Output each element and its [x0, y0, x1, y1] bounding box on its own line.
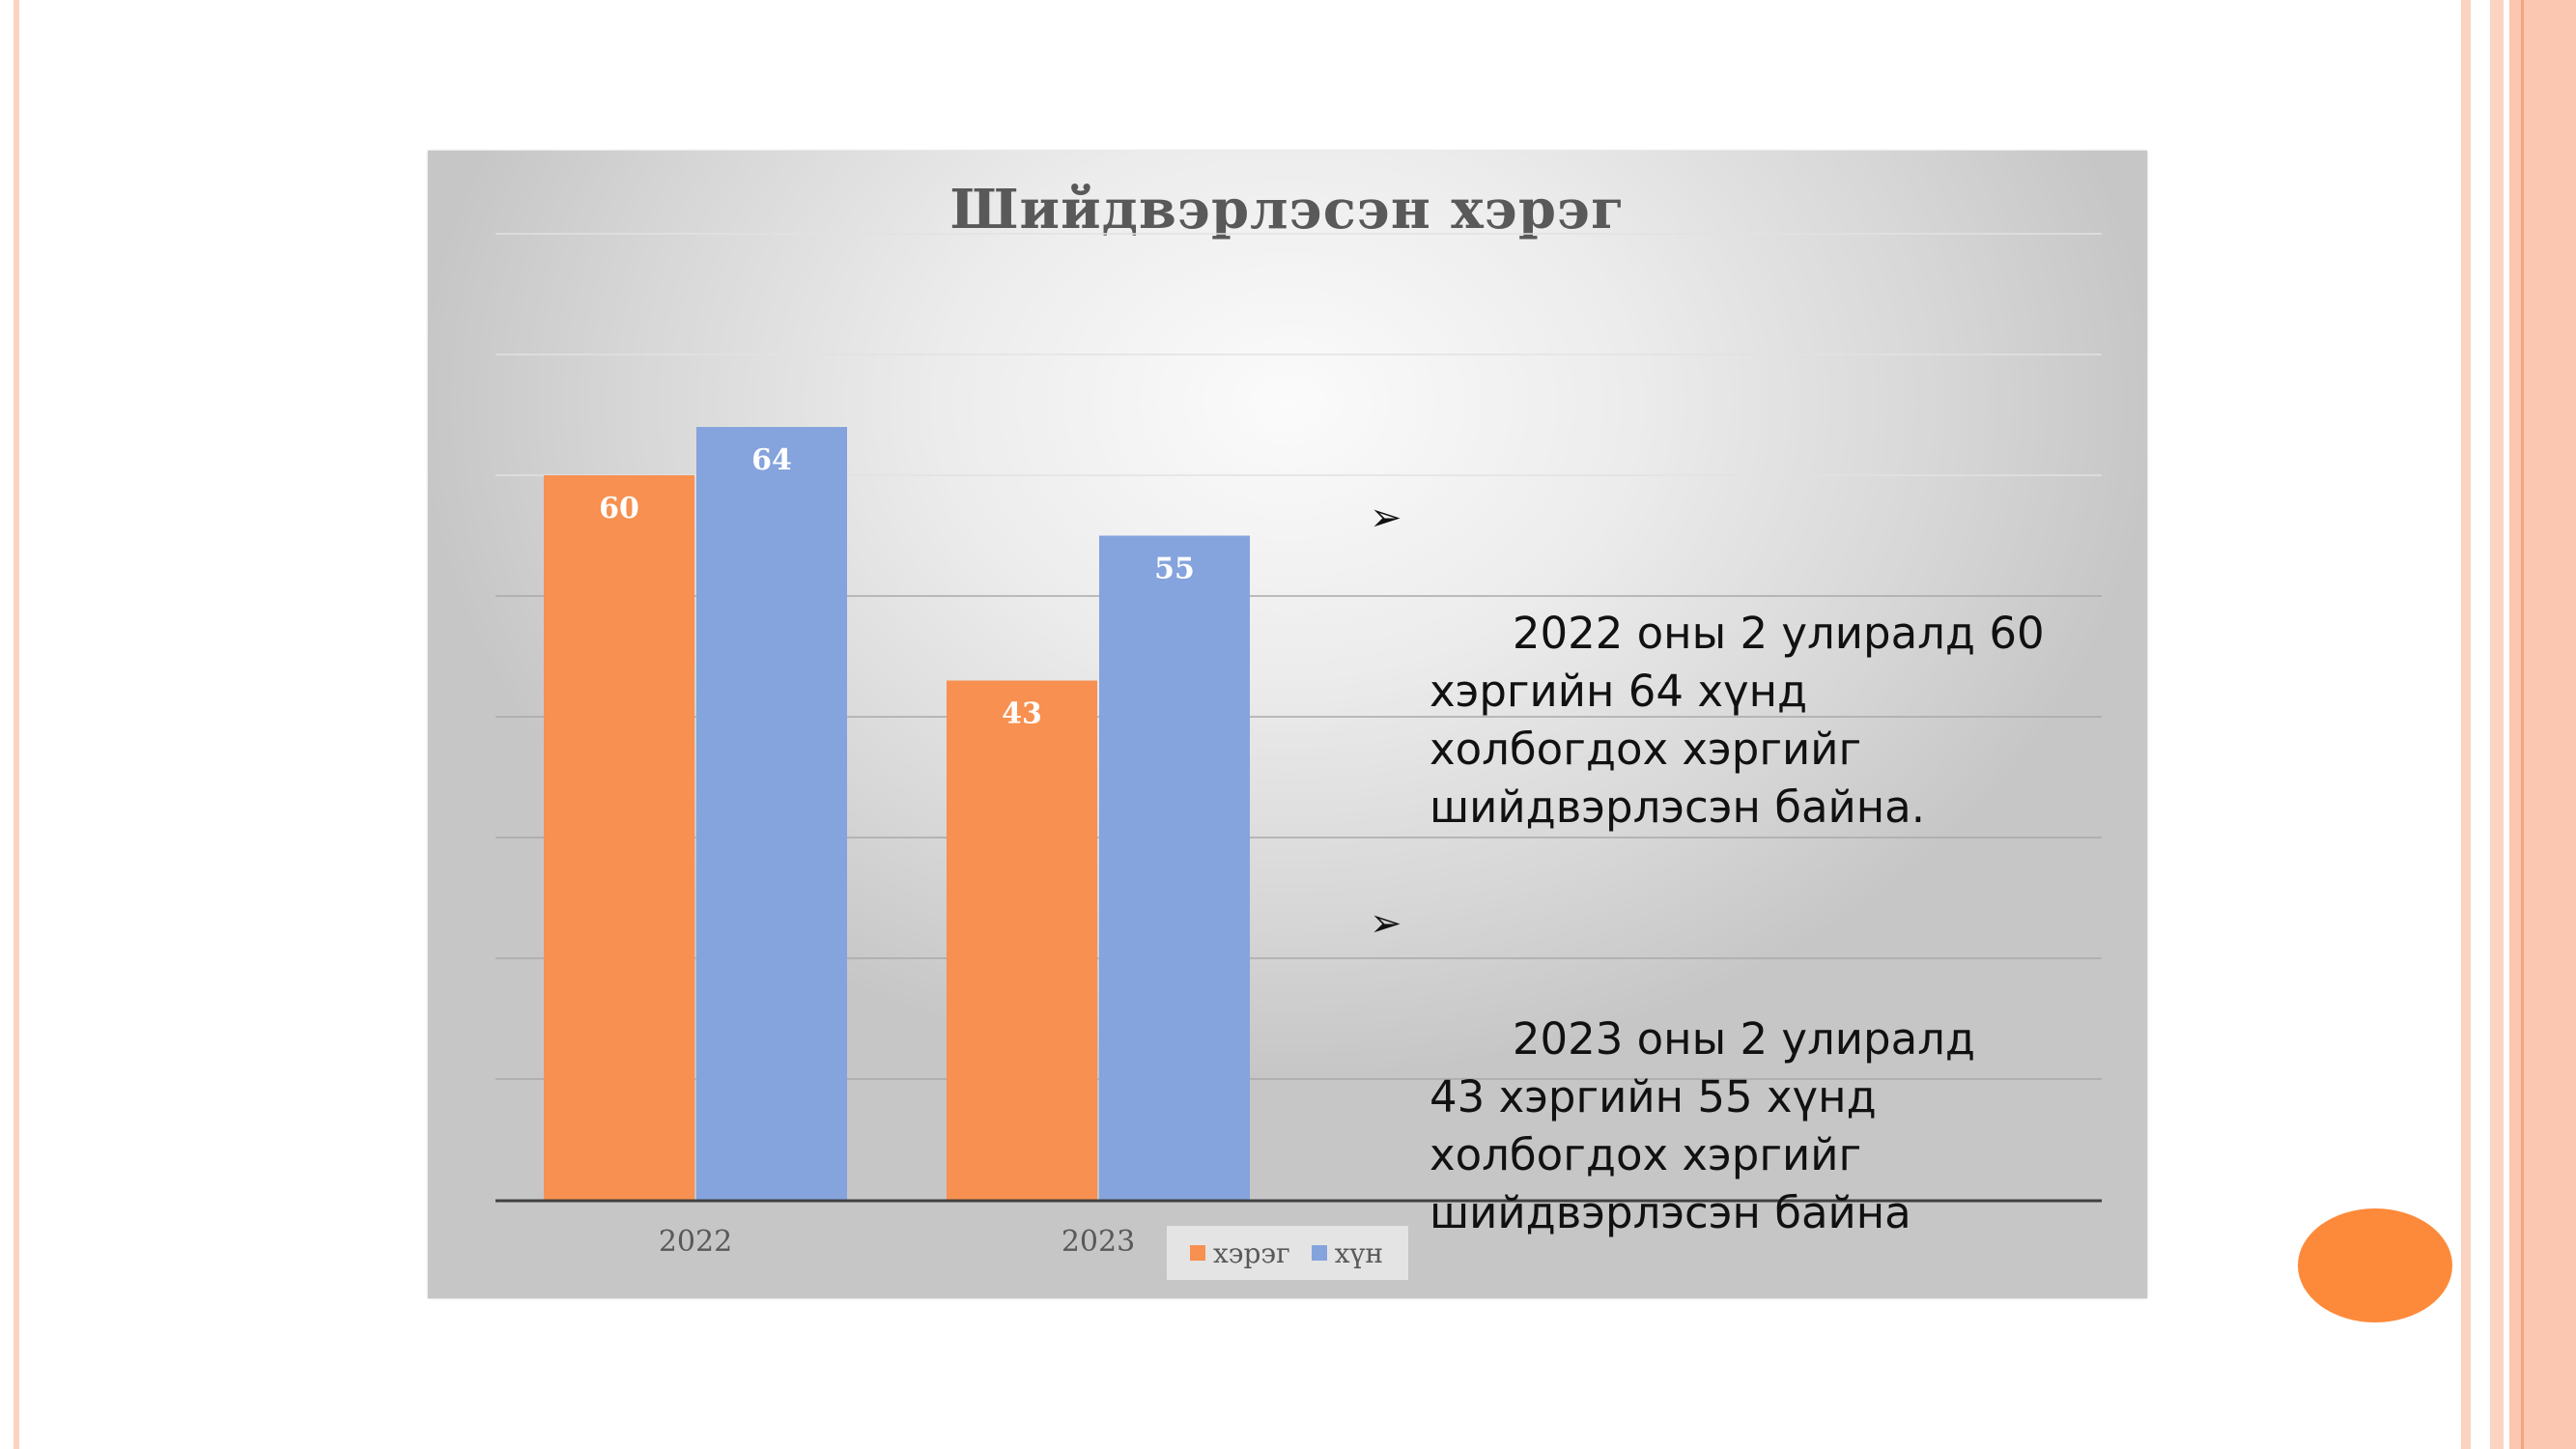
legend-item-series-1: хэрэг — [1190, 1237, 1290, 1269]
legend-item-series-2: хүн — [1311, 1236, 1384, 1269]
bar-2023-series-2 — [1099, 535, 1250, 1200]
accent-circle — [2298, 1208, 2452, 1322]
legend-swatch-series-2 — [1311, 1245, 1327, 1261]
note-item: ➢ 2023 оны 2 улиралд 43 хэргийн 55 хүнд … — [1370, 895, 2046, 1300]
legend-label-series-2: хүн — [1334, 1236, 1384, 1269]
x-tick-label: 2022 — [659, 1225, 732, 1259]
arrow-bullet-icon: ➢ — [1370, 496, 1402, 540]
data-label: 55 — [1154, 553, 1195, 586]
chart-title: Шийдвэрлэсэн хэрэг — [949, 178, 1626, 242]
bar-2022-series-1 — [544, 475, 694, 1200]
arrow-bullet-icon: ➢ — [1370, 901, 1402, 946]
summary-notes: ➢ 2022 оны 2 улиралд 60 хэргийн 64 хүнд … — [1370, 489, 2046, 1300]
bar-2022-series-2 — [696, 427, 847, 1200]
right-border-stripe-3 — [2509, 0, 2576, 1449]
data-label: 60 — [599, 492, 639, 526]
data-label: 43 — [1002, 697, 1042, 731]
chart-frame: Шийдвэрлэсэн хэрэг 60 64 2022 43 55 2023 хэрэ… — [428, 151, 2147, 1298]
x-tick-label: 2023 — [1062, 1225, 1135, 1259]
chart-legend: хэрэг хүн — [1167, 1226, 1408, 1280]
note-text: 2023 оны 2 улиралд 43 хэргийн 55 хүнд хо… — [1430, 1013, 2017, 1238]
left-border-stripe — [14, 0, 19, 1449]
legend-swatch-series-1 — [1190, 1245, 1205, 1261]
bar-chart-plot: 60 64 2022 43 55 2023 — [495, 233, 2102, 1259]
right-border-stripe-1 — [2461, 0, 2471, 1449]
right-border-line — [2521, 0, 2524, 1449]
bar-2023-series-1 — [947, 680, 1097, 1200]
note-item: ➢ 2022 оны 2 улиралд 60 хэргийн 64 хүнд … — [1370, 489, 2046, 895]
note-text: 2022 оны 2 улиралд 60 хэргийн 64 хүнд хо… — [1430, 608, 2058, 833]
right-border-stripe-2 — [2490, 0, 2504, 1449]
legend-label-series-1: хэрэг — [1213, 1236, 1290, 1269]
data-label: 64 — [751, 443, 792, 477]
